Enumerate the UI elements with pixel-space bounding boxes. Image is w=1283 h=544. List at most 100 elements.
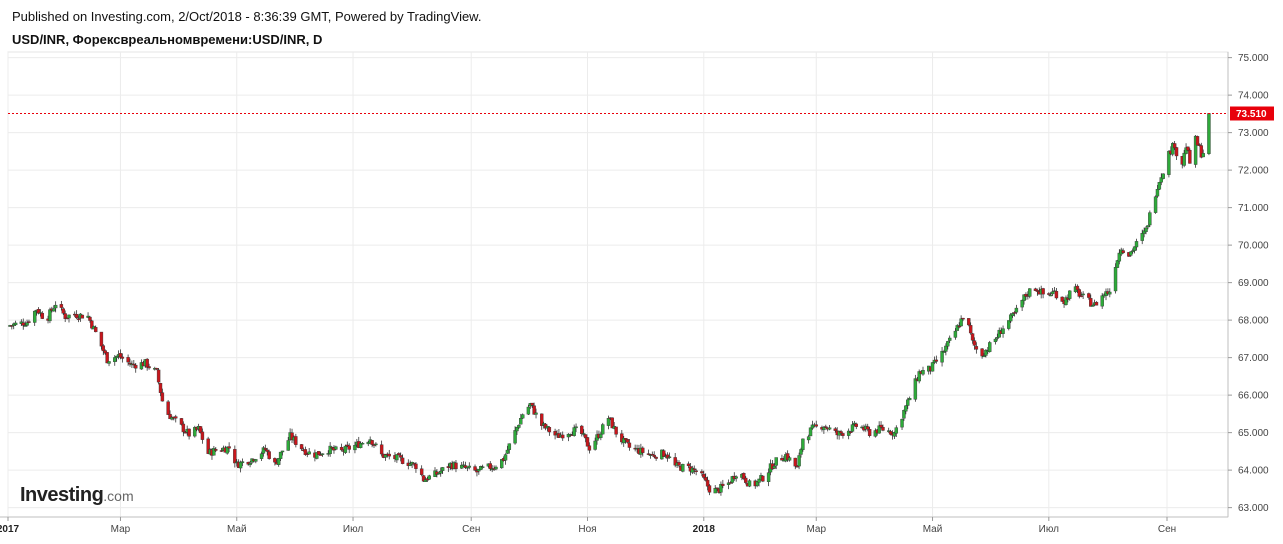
candle: [547, 426, 552, 436]
candle: [10, 325, 14, 330]
candle: [730, 475, 735, 484]
candle-body-down: [473, 466, 477, 471]
candle-body-down: [793, 457, 797, 467]
candle: [755, 480, 759, 488]
candle-body-up: [581, 433, 586, 435]
candle-body-up: [328, 445, 332, 455]
candle: [913, 374, 918, 402]
candle-body-down: [686, 463, 691, 467]
x-tick-label: Мар: [806, 524, 826, 535]
y-tick-label: 75.000: [1238, 53, 1269, 64]
candle-body-up: [1050, 291, 1055, 295]
candle-body-down: [1121, 250, 1125, 254]
candle-body-up: [1157, 182, 1162, 190]
candle-body-down: [36, 309, 41, 314]
candle-body-down: [623, 438, 628, 441]
candle: [1081, 291, 1085, 299]
candle: [387, 449, 391, 460]
candle-body-down: [227, 446, 231, 449]
candle: [652, 451, 656, 458]
candle: [968, 322, 973, 335]
x-tick-label: Мар: [111, 524, 131, 535]
candle-body-up: [212, 448, 216, 456]
candle: [154, 367, 159, 371]
candle: [806, 434, 811, 444]
candle: [25, 319, 29, 327]
candle-body-down: [147, 366, 151, 369]
candle-body-down: [585, 437, 590, 447]
candle-body-up: [1132, 246, 1137, 251]
candle: [1060, 296, 1064, 302]
candle: [957, 322, 961, 329]
candle-body-down: [532, 405, 536, 415]
candle: [286, 437, 290, 451]
candle: [540, 413, 544, 430]
candle-body-down: [76, 318, 81, 320]
candle-body-down: [168, 413, 172, 420]
candle-body-up: [757, 478, 761, 483]
candle-body-up: [439, 470, 443, 474]
candle: [99, 331, 104, 350]
candle: [360, 442, 365, 445]
candle: [1094, 301, 1099, 306]
candle: [500, 459, 504, 469]
candle-body-down: [1094, 301, 1099, 306]
candle-body-down: [154, 367, 159, 370]
candle: [1022, 294, 1026, 305]
candle-body-down: [700, 471, 704, 474]
candle: [488, 461, 492, 472]
last-price-line: 73.510: [8, 106, 1274, 121]
logo-main: Investing: [20, 484, 104, 506]
candle: [852, 420, 857, 426]
candle-body-down: [1012, 312, 1017, 314]
candle: [726, 479, 731, 490]
candle: [307, 447, 311, 455]
candle-body-down: [421, 475, 426, 482]
candle: [867, 426, 872, 438]
candle: [1182, 149, 1186, 168]
candle: [1142, 227, 1146, 238]
candle-body-up: [601, 424, 605, 435]
candle: [702, 470, 706, 480]
candle: [48, 307, 52, 324]
candle: [494, 465, 498, 471]
candle-body-down: [347, 445, 351, 450]
candle-body-down: [206, 438, 210, 454]
candle: [32, 310, 37, 326]
candle-body-down: [132, 363, 136, 366]
candle: [1186, 146, 1190, 152]
candle: [240, 458, 245, 467]
candle: [940, 346, 944, 367]
candle: [1148, 210, 1152, 228]
candle: [1157, 181, 1162, 191]
candle-body-down: [174, 416, 178, 419]
candle: [419, 465, 424, 477]
candle: [80, 314, 85, 319]
candle-body-up: [1007, 320, 1011, 329]
candle-body-down: [488, 463, 492, 470]
candle: [1014, 304, 1019, 315]
candle-body-down: [1188, 149, 1192, 164]
candle: [439, 467, 443, 477]
candle-body-down: [419, 468, 424, 475]
candle-body-up: [32, 310, 37, 323]
candle-body-up: [886, 430, 891, 432]
candle: [465, 466, 470, 472]
candle-body-up: [395, 454, 399, 461]
candle: [328, 442, 332, 457]
candle-body-down: [387, 453, 391, 457]
candle: [370, 439, 374, 448]
candle: [520, 413, 525, 419]
investing-logo[interactable]: Investing.com: [20, 484, 134, 507]
candle-body-down: [1035, 290, 1040, 292]
candle-body-up: [360, 442, 365, 445]
candle: [944, 343, 948, 356]
candle: [467, 462, 472, 470]
candle: [503, 453, 508, 465]
candle: [1010, 312, 1015, 318]
candle: [780, 454, 784, 461]
candle: [848, 431, 853, 434]
candle: [930, 362, 935, 372]
candle: [692, 465, 696, 475]
